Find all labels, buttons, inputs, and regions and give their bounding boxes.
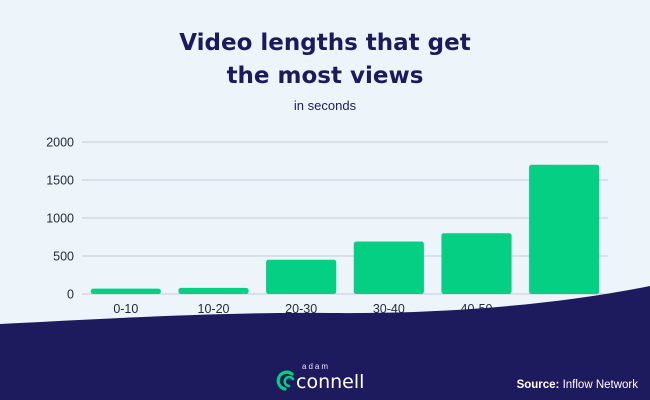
logo-text-adam: adam bbox=[302, 362, 330, 371]
gridlines bbox=[82, 141, 608, 295]
brand-logo: adam connell bbox=[276, 362, 364, 393]
chart-title-line-1: Video lengths that get bbox=[179, 30, 471, 56]
bar-0-10 bbox=[90, 288, 161, 294]
bar-50-60 bbox=[529, 164, 600, 294]
source-label: Source: bbox=[517, 379, 560, 391]
footer-wave bbox=[0, 286, 650, 400]
bar-10-20 bbox=[178, 287, 249, 294]
y-tick-label: 0 bbox=[67, 288, 74, 302]
bar-20-30 bbox=[266, 259, 337, 294]
y-tick-label: 2000 bbox=[46, 136, 74, 150]
y-axis-ticks: 0 500 1000 1500 2000 bbox=[46, 136, 74, 302]
bar-30-40 bbox=[353, 241, 424, 294]
y-tick-label: 1000 bbox=[46, 212, 74, 226]
logo-mark-icon bbox=[276, 370, 295, 391]
x-tick-label: 10-20 bbox=[198, 302, 230, 316]
chart-title-line-2: the most views bbox=[227, 63, 424, 89]
bar-40-50 bbox=[441, 233, 512, 294]
x-tick-label: 20-30 bbox=[285, 302, 317, 316]
source-note: Source: Inflow Network bbox=[517, 379, 639, 391]
bars bbox=[90, 164, 600, 294]
chart-subtitle: in seconds bbox=[294, 98, 357, 113]
y-tick-label: 1500 bbox=[46, 174, 74, 188]
logo-text-connell: connell bbox=[296, 371, 364, 393]
source-value: Inflow Network bbox=[559, 379, 638, 391]
y-tick-label: 500 bbox=[53, 250, 74, 264]
x-tick-label: 0-10 bbox=[113, 302, 138, 316]
